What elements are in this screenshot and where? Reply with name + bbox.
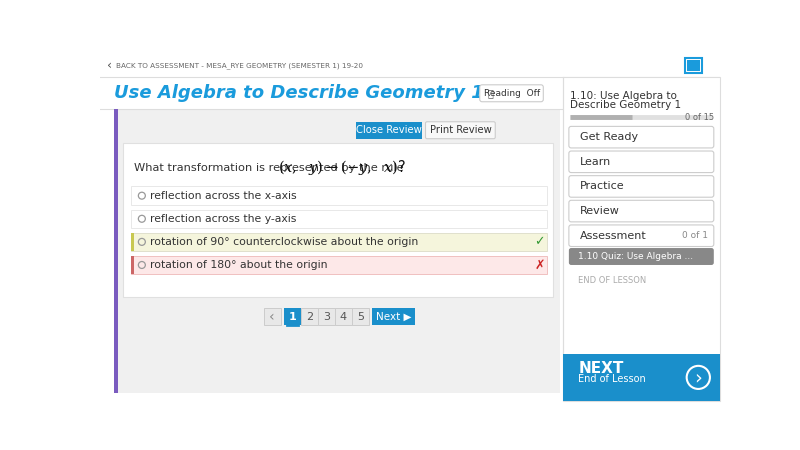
Text: $(x,\ \ y) \rightarrow (-y,\ \ x)$?: $(x,\ \ y) \rightarrow (-y,\ \ x)$? <box>278 158 406 177</box>
FancyBboxPatch shape <box>569 225 714 247</box>
Text: What transformation is represented by the rule: What transformation is represented by th… <box>134 163 404 173</box>
Bar <box>131 186 547 205</box>
Text: Practice: Practice <box>580 181 624 191</box>
Bar <box>114 109 559 393</box>
FancyBboxPatch shape <box>480 85 543 102</box>
Bar <box>131 210 547 228</box>
Bar <box>131 233 547 251</box>
Text: reflection across the y-axis: reflection across the y-axis <box>150 214 296 224</box>
Text: 4: 4 <box>340 311 347 322</box>
Bar <box>131 256 547 274</box>
Text: NEXT: NEXT <box>578 360 623 376</box>
Text: 1.10 Quiz: Use Algebra ...: 1.10 Quiz: Use Algebra ... <box>578 252 694 261</box>
FancyBboxPatch shape <box>569 248 714 265</box>
Bar <box>301 308 318 325</box>
Bar <box>356 122 422 139</box>
Text: 🎧: 🎧 <box>488 88 494 98</box>
Text: BACK TO ASSESSMENT - MESA_RYE GEOMETRY (SEMESTER 1) 19-20: BACK TO ASSESSMENT - MESA_RYE GEOMETRY (… <box>115 62 362 69</box>
Bar <box>685 58 702 73</box>
Bar <box>263 308 281 325</box>
Bar <box>372 308 415 325</box>
Text: Reading  Off: Reading Off <box>484 89 540 98</box>
Text: Close Review: Close Review <box>356 125 422 135</box>
Bar <box>131 256 134 274</box>
Text: Next ▶: Next ▶ <box>376 311 411 322</box>
Bar <box>562 354 720 400</box>
Text: Describe Geometry 1: Describe Geometry 1 <box>570 100 682 110</box>
FancyBboxPatch shape <box>569 126 714 148</box>
Text: 3: 3 <box>323 311 330 322</box>
Text: Assessment: Assessment <box>580 231 646 241</box>
Text: rotation of 180° about the origin: rotation of 180° about the origin <box>150 260 327 270</box>
Text: Use Algebra to Describe Geometry 1: Use Algebra to Describe Geometry 1 <box>114 84 484 102</box>
Bar <box>123 143 554 297</box>
Bar <box>100 77 720 109</box>
Text: 0 of 1: 0 of 1 <box>682 231 708 240</box>
Text: Print Review: Print Review <box>430 125 491 135</box>
Text: 2: 2 <box>306 311 313 322</box>
Text: Get Ready: Get Ready <box>580 132 638 142</box>
Bar <box>131 233 134 251</box>
FancyBboxPatch shape <box>569 200 714 222</box>
Text: End of Lesson: End of Lesson <box>578 374 646 384</box>
FancyBboxPatch shape <box>569 151 714 173</box>
Text: 1: 1 <box>288 311 296 322</box>
Text: ›: › <box>694 368 702 387</box>
Text: 5: 5 <box>357 311 364 322</box>
Text: END OF LESSON: END OF LESSON <box>578 276 646 285</box>
Text: ✗: ✗ <box>534 258 545 271</box>
Bar <box>687 60 700 71</box>
Bar <box>335 308 352 325</box>
FancyBboxPatch shape <box>569 176 714 197</box>
Text: ‹: ‹ <box>107 59 112 72</box>
Text: Learn: Learn <box>580 157 611 167</box>
Bar <box>114 109 118 393</box>
Text: 1.10: Use Algebra to: 1.10: Use Algebra to <box>570 91 678 101</box>
Bar <box>318 308 335 325</box>
Text: 0 of 15: 0 of 15 <box>685 112 714 122</box>
Bar <box>100 54 720 77</box>
Text: ‹: ‹ <box>270 310 275 324</box>
FancyBboxPatch shape <box>426 122 495 139</box>
Text: Review: Review <box>580 206 620 216</box>
Bar <box>284 308 301 325</box>
Text: reflection across the x-axis: reflection across the x-axis <box>150 191 296 201</box>
Bar <box>352 308 369 325</box>
Bar <box>562 77 720 400</box>
Text: ✓: ✓ <box>534 235 545 248</box>
Text: rotation of 90° counterclockwise about the origin: rotation of 90° counterclockwise about t… <box>150 237 418 247</box>
